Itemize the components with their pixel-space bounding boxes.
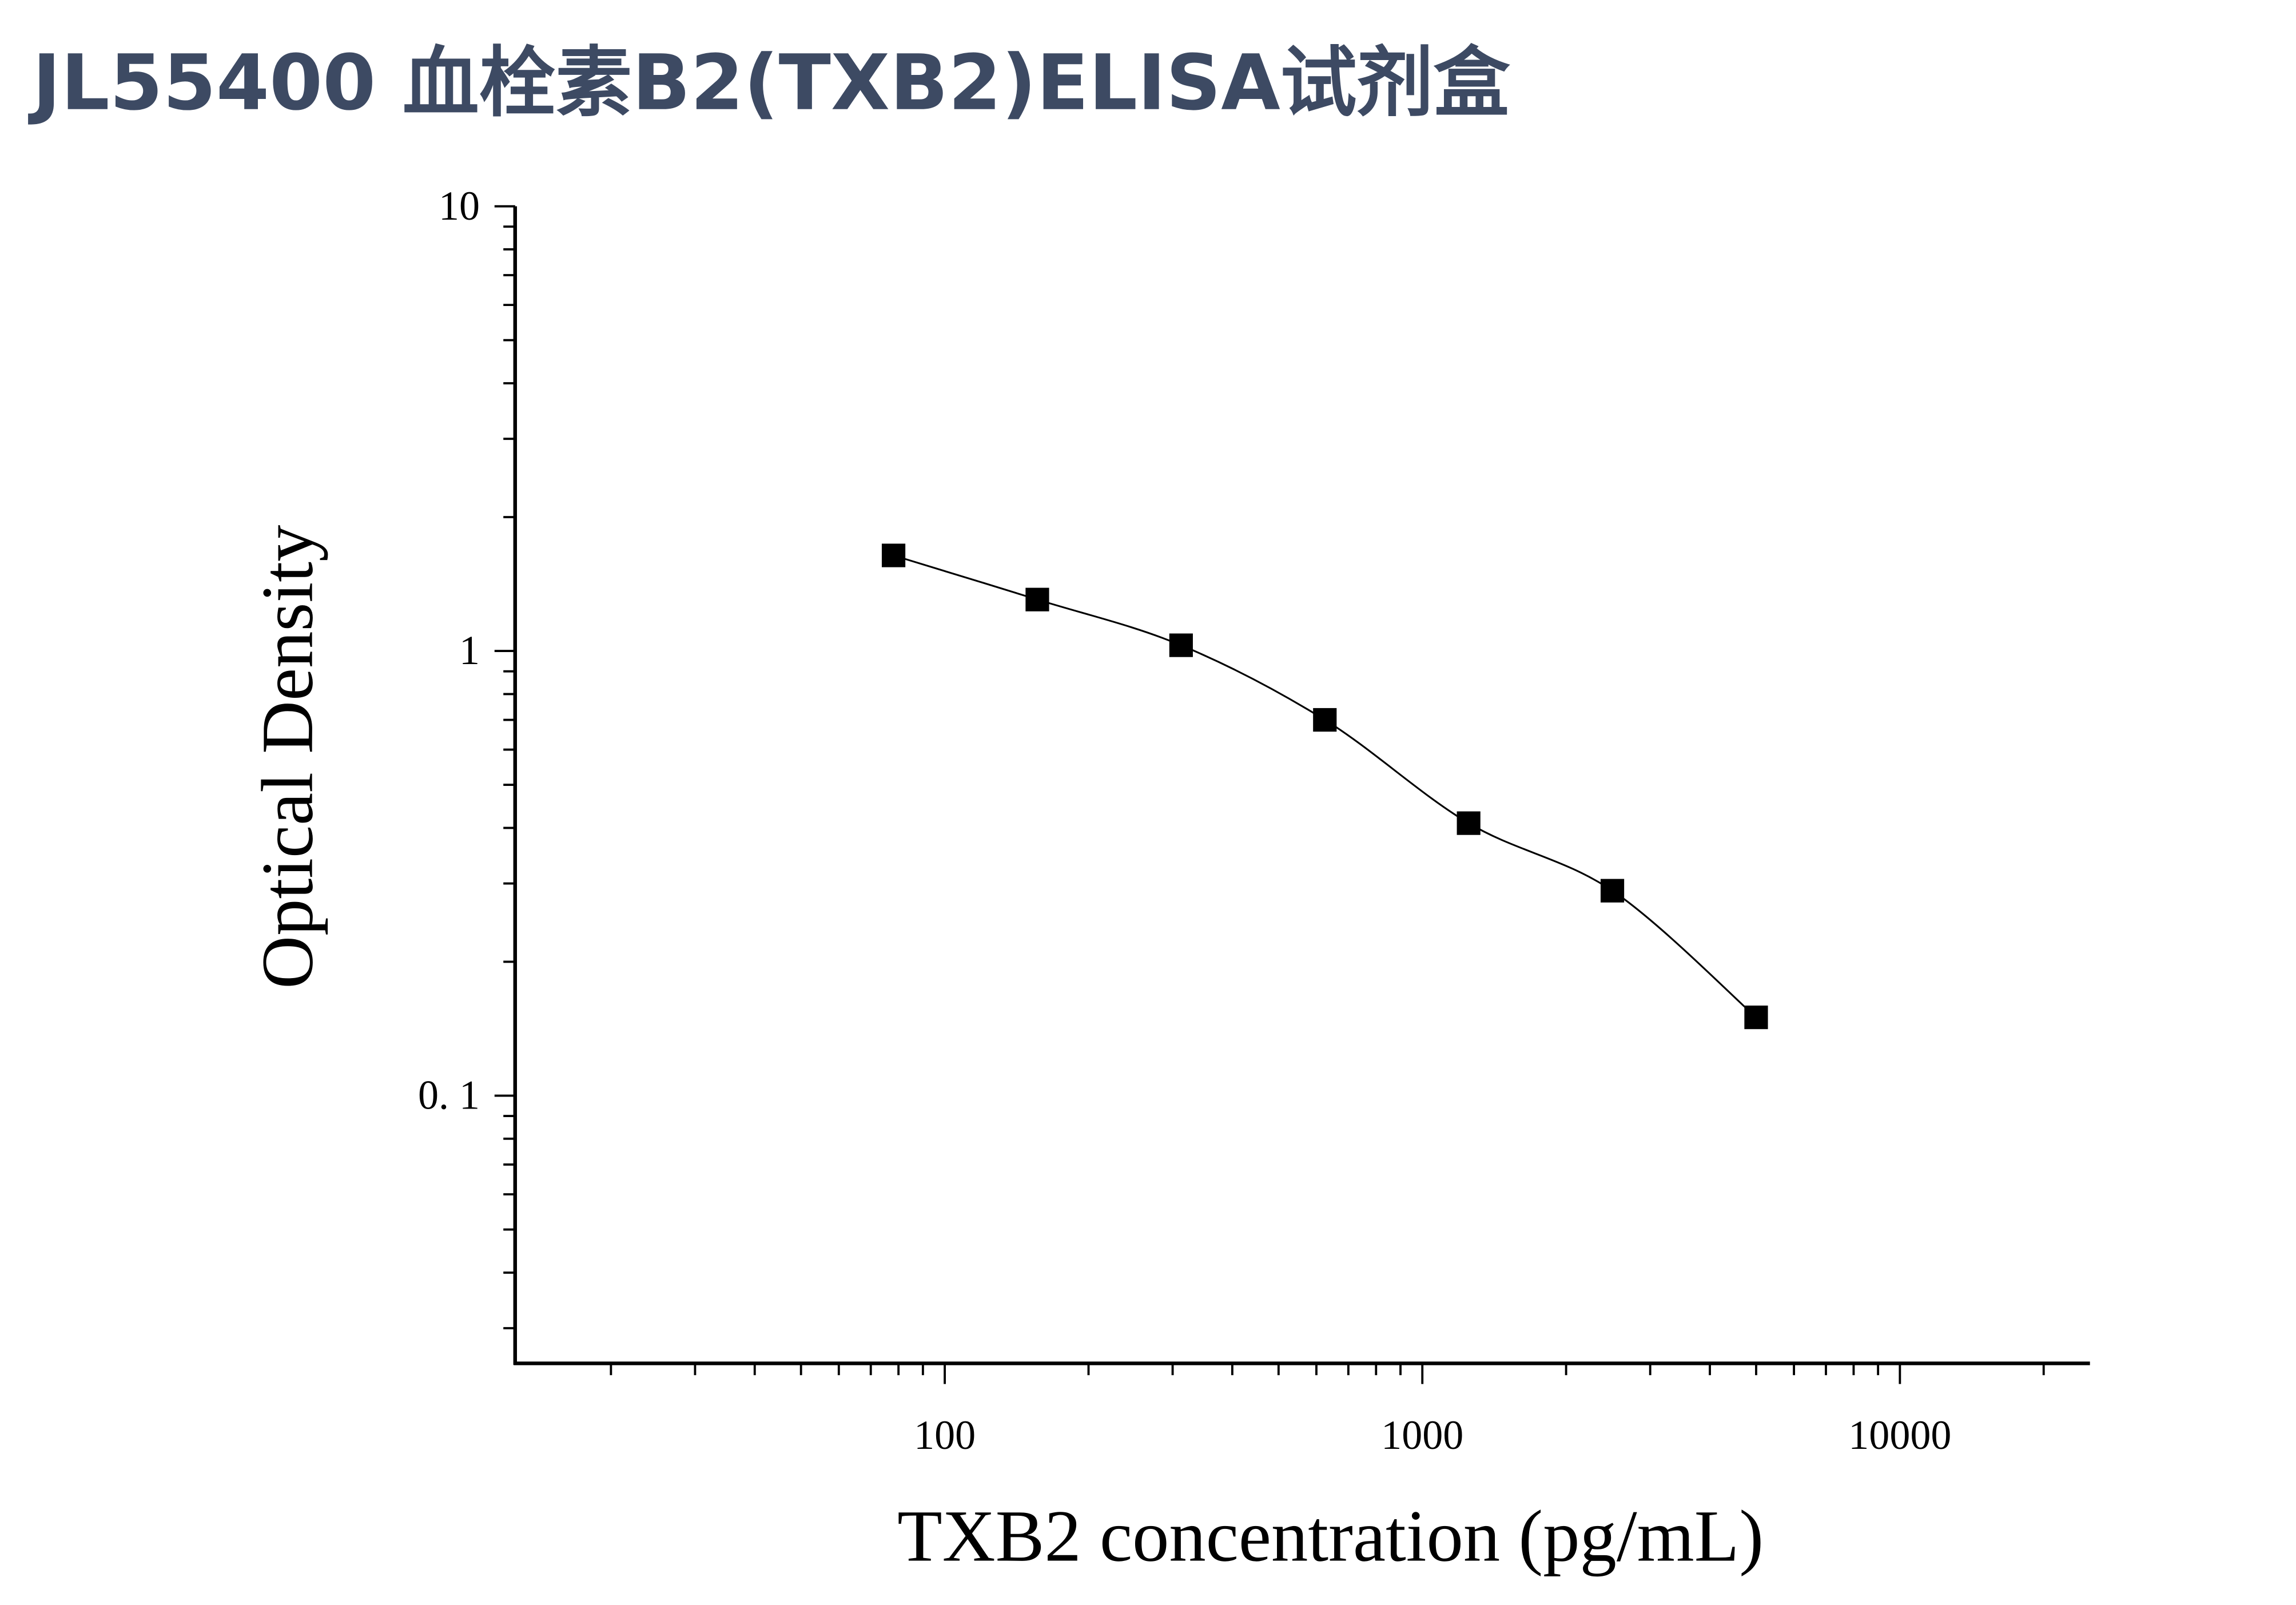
data-point bbox=[1025, 587, 1049, 611]
data-point bbox=[1457, 811, 1481, 835]
y-tick-label: 0. 1 bbox=[418, 1072, 480, 1118]
y-tick-label: 1 bbox=[459, 627, 480, 673]
x-tick-label: 10000 bbox=[1848, 1412, 1951, 1458]
data-point bbox=[1600, 879, 1625, 903]
axes: 10 1 0. 1 100 1000 10000 bbox=[418, 183, 2090, 1458]
x-tick-label: 1000 bbox=[1381, 1412, 1463, 1458]
fit-curve bbox=[893, 554, 1757, 1018]
x-axis-label: TXB2 concentration (pg/mL) bbox=[897, 1495, 1764, 1576]
data-marks bbox=[881, 543, 1768, 1030]
data-point bbox=[1313, 708, 1337, 732]
y-tick-label: 10 bbox=[439, 183, 480, 229]
data-point bbox=[1169, 633, 1193, 657]
data-point bbox=[1744, 1006, 1768, 1030]
data-point bbox=[881, 543, 906, 567]
chart-title: JL55400 血栓素B2(TXB2)ELISA试剂盒 bbox=[28, 38, 1511, 128]
y-axis-label: Optical Density bbox=[246, 525, 328, 989]
x-tick-label: 100 bbox=[914, 1412, 976, 1458]
